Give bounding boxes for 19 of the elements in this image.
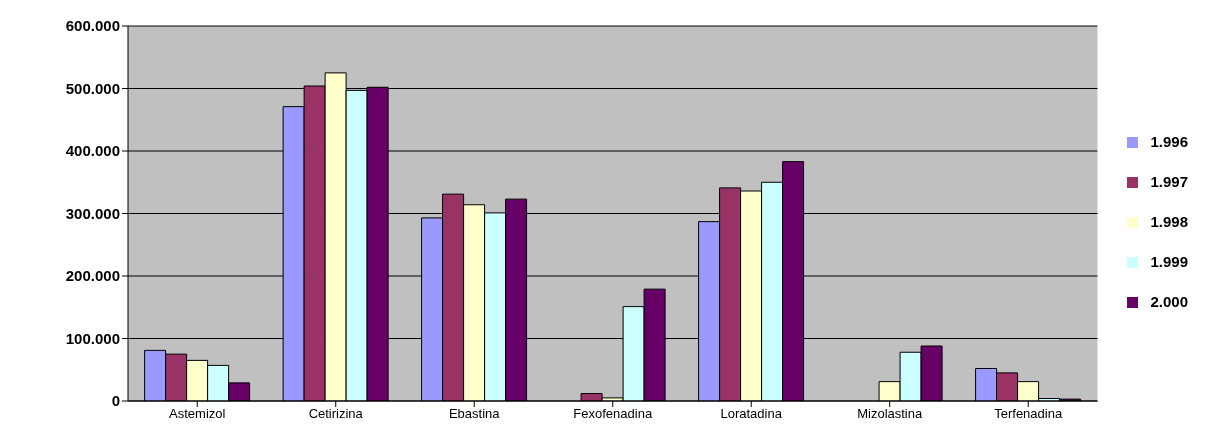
legend-label: 1.997: [1150, 173, 1188, 190]
x-tick-label: Astemizol: [169, 406, 226, 422]
y-tick-label: 300.000: [65, 204, 120, 222]
x-tick-label: Terfenadina: [994, 406, 1063, 422]
y-tick-label: 400.000: [65, 142, 120, 160]
y-tick-label: 200.000: [65, 267, 120, 285]
x-tick-label: Fexofenadina: [573, 406, 653, 422]
legend-label: 1.998: [1150, 213, 1188, 230]
y-tick-label: 100.000: [65, 329, 120, 347]
y-tick-label: 500.000: [65, 79, 120, 97]
x-tick-label: Loratadina: [720, 406, 783, 422]
x-tick-label: Cetirizina: [308, 406, 364, 422]
legend-label: 1.996: [1150, 133, 1188, 150]
x-tick-label: Ebastina: [448, 406, 501, 422]
legend-label: 1.999: [1150, 253, 1188, 270]
y-tick-label: 0: [111, 392, 120, 410]
y-tick-label: 600.000: [65, 17, 120, 35]
legend-label: 2.000: [1150, 293, 1188, 310]
x-tick-label: Mizolastina: [857, 406, 923, 422]
